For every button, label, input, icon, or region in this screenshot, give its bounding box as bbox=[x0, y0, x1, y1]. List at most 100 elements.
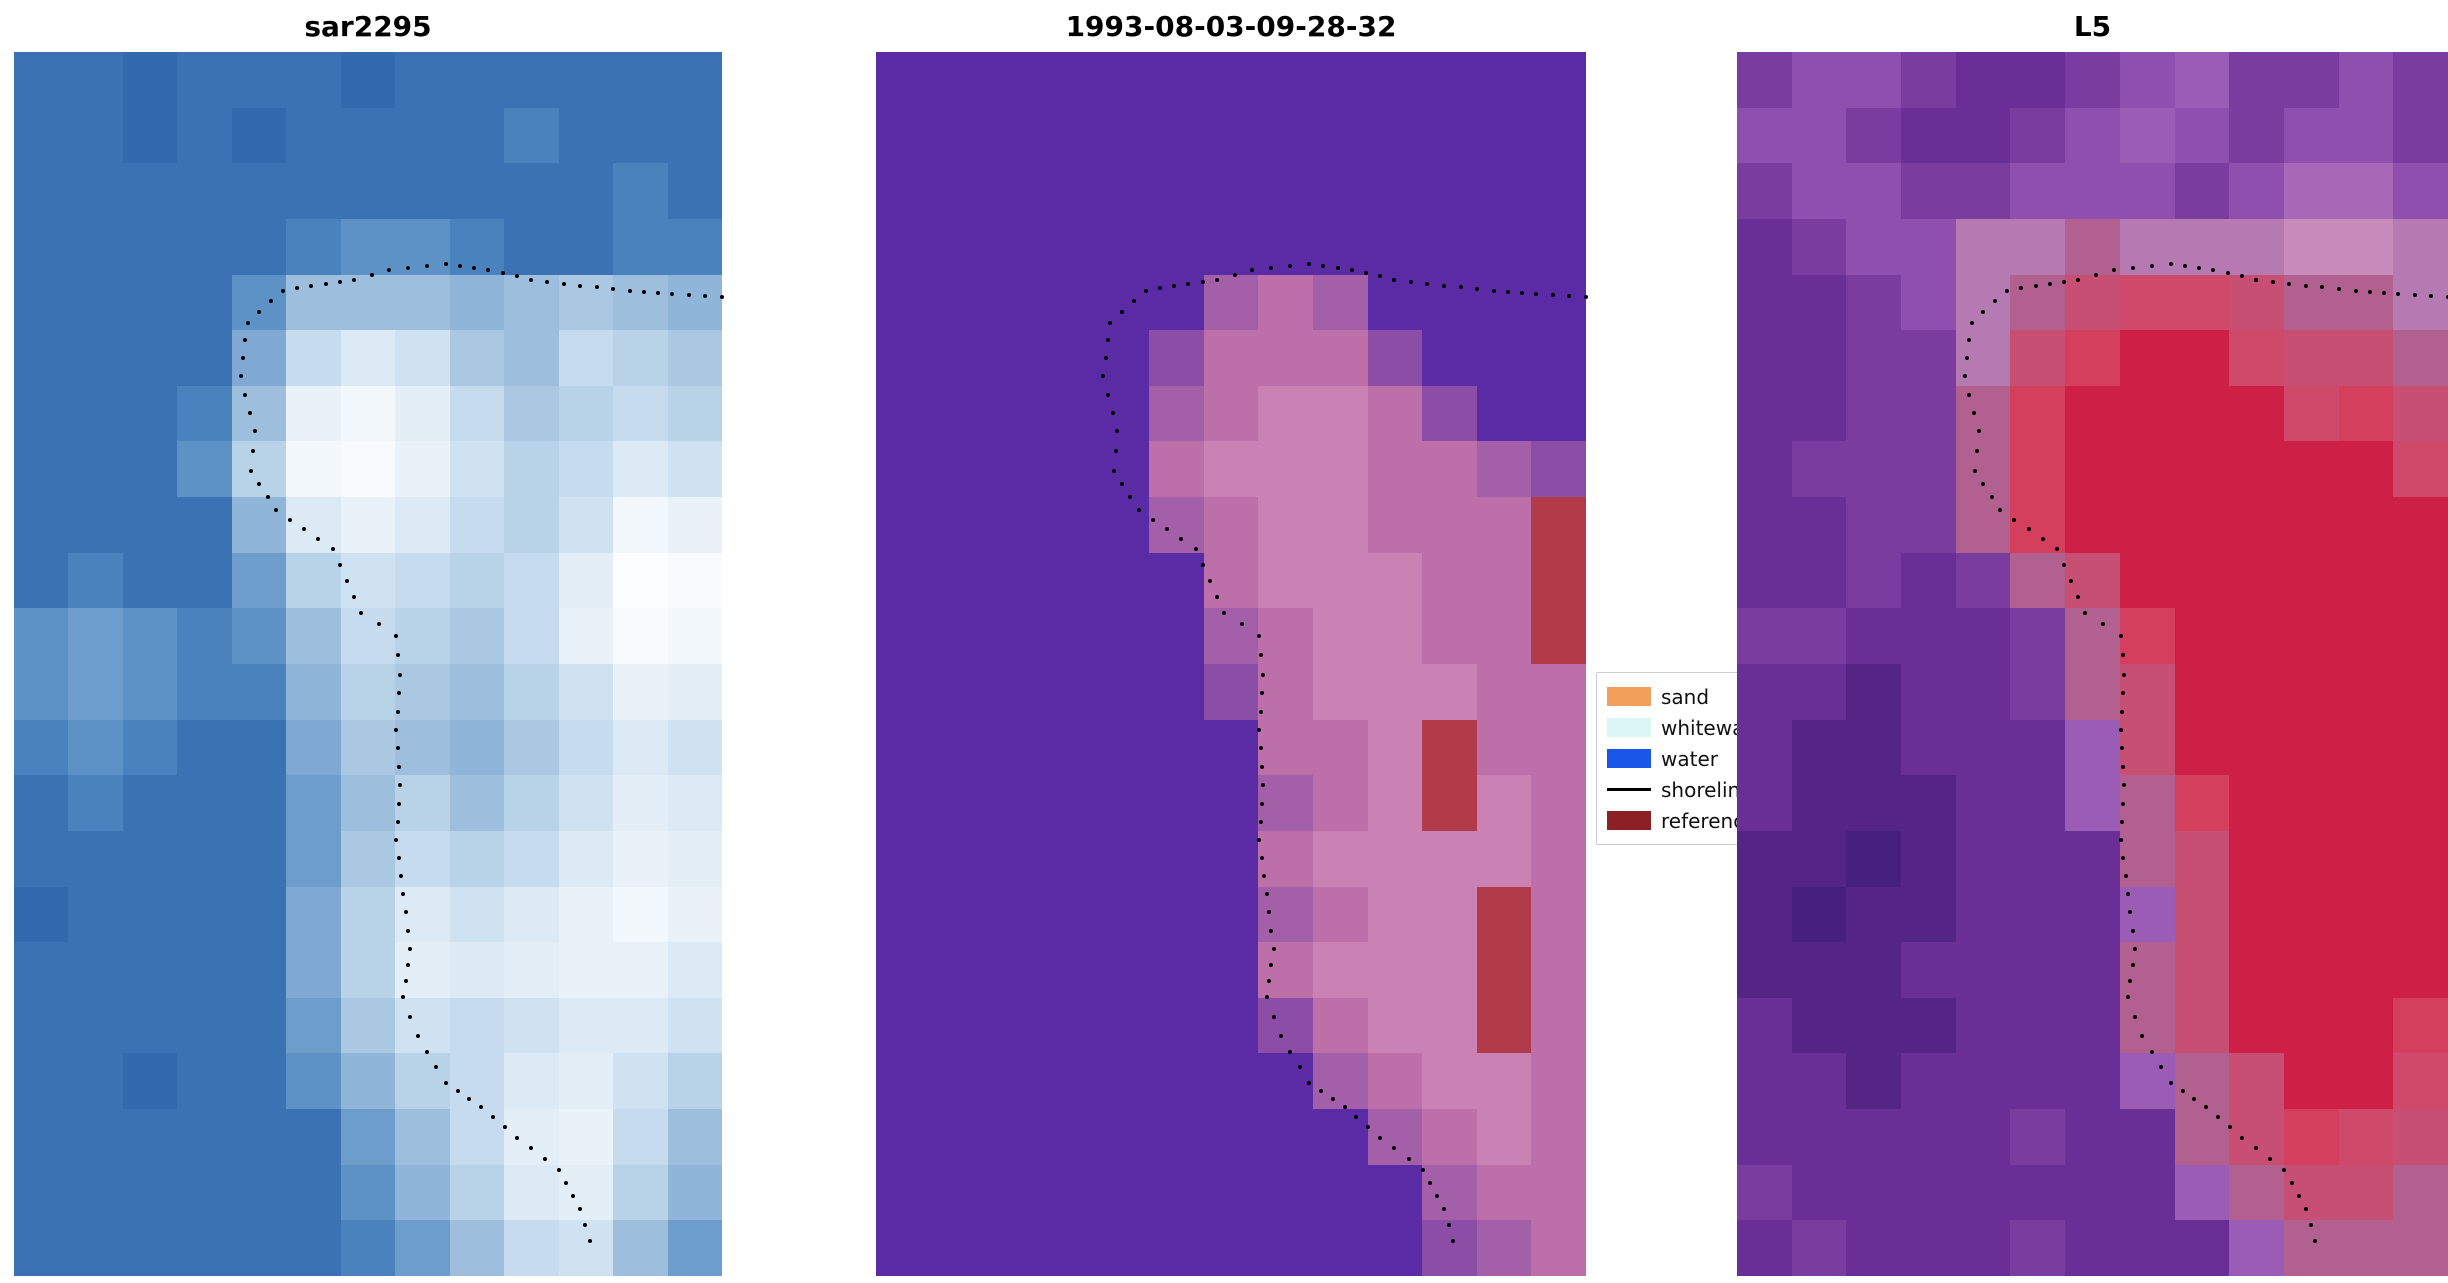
shoreline-dot bbox=[1297, 1065, 1302, 1070]
image-pixel bbox=[2393, 163, 2448, 219]
image-pixel bbox=[613, 830, 668, 887]
image-pixel bbox=[558, 497, 614, 553]
shoreline-dot bbox=[369, 272, 374, 277]
panel-title-l5: L5 bbox=[2073, 10, 2112, 43]
image-pixel bbox=[1531, 608, 1586, 664]
image-pixel bbox=[1737, 719, 1792, 776]
image-pixel bbox=[2283, 441, 2339, 498]
image-pixel bbox=[1039, 107, 1095, 164]
image-pixel bbox=[2010, 608, 2066, 664]
image-pixel bbox=[2338, 441, 2394, 498]
image-pixel bbox=[1094, 1220, 1150, 1276]
image-pixel bbox=[177, 52, 232, 108]
image-pixel bbox=[1312, 274, 1368, 331]
image-pixel bbox=[395, 218, 450, 275]
shoreline-dot bbox=[401, 994, 406, 999]
image-pixel bbox=[340, 552, 396, 609]
image-pixel bbox=[1737, 330, 1792, 386]
image-pixel bbox=[1901, 497, 1956, 553]
image-pixel bbox=[2119, 52, 2175, 108]
shoreline-dot bbox=[543, 1156, 547, 1161]
image-pixel bbox=[1531, 330, 1586, 386]
image-pixel bbox=[1094, 997, 1150, 1054]
shoreline-dot bbox=[1262, 874, 1267, 879]
image-pixel bbox=[504, 330, 559, 386]
image-pixel bbox=[231, 719, 287, 776]
image-pixel bbox=[395, 608, 450, 664]
image-pixel bbox=[1149, 441, 1204, 498]
image-pixel bbox=[2174, 664, 2230, 720]
shoreline-dot bbox=[295, 286, 300, 291]
image-pixel bbox=[930, 330, 986, 386]
image-pixel bbox=[340, 775, 396, 831]
image-pixel bbox=[1203, 552, 1259, 609]
shoreline-dot bbox=[1307, 1080, 1312, 1085]
image-pixel bbox=[667, 497, 722, 553]
image-pixel bbox=[2174, 886, 2230, 943]
shoreline-dot bbox=[1115, 429, 1120, 434]
image-pixel bbox=[122, 1109, 178, 1165]
image-pixel bbox=[1422, 1053, 1477, 1110]
image-pixel bbox=[504, 719, 559, 776]
shoreline-dot bbox=[1354, 1115, 1359, 1120]
image-pixel bbox=[2010, 719, 2066, 776]
image-pixel bbox=[613, 1164, 668, 1221]
image-pixel bbox=[613, 1220, 668, 1276]
image-pixel bbox=[1422, 1220, 1477, 1276]
shoreline-dot bbox=[1258, 709, 1263, 714]
image-pixel bbox=[177, 664, 232, 720]
image-pixel bbox=[930, 775, 986, 831]
image-pixel bbox=[286, 52, 341, 108]
image-pixel bbox=[1901, 330, 1956, 386]
image-pixel bbox=[340, 107, 396, 164]
shoreline-dot bbox=[1335, 265, 1340, 270]
image-pixel bbox=[667, 441, 722, 498]
image-pixel bbox=[930, 1164, 986, 1221]
image-pixel bbox=[395, 552, 450, 609]
image-pixel bbox=[68, 775, 123, 831]
image-pixel bbox=[1258, 330, 1313, 386]
image-pixel bbox=[1039, 1220, 1095, 1276]
shoreline-dot bbox=[396, 856, 401, 861]
image-pixel bbox=[1149, 218, 1204, 275]
image-pixel bbox=[395, 385, 450, 442]
image-pixel bbox=[2010, 274, 2066, 331]
shoreline-dot bbox=[1981, 309, 1986, 314]
image-pixel bbox=[613, 218, 668, 275]
image-pixel bbox=[1791, 1164, 1847, 1221]
shoreline-dot bbox=[2320, 285, 2325, 290]
image-pixel bbox=[1846, 1220, 1902, 1276]
shoreline-dot bbox=[594, 285, 599, 290]
shoreline-dot bbox=[2133, 947, 2138, 952]
image-pixel bbox=[558, 664, 614, 720]
image-pixel bbox=[876, 52, 931, 108]
image-pixel bbox=[1791, 497, 1847, 553]
image-pixel bbox=[1531, 1109, 1586, 1165]
image-pixel bbox=[1258, 274, 1313, 331]
shoreline-dot bbox=[1108, 320, 1113, 325]
image-pixel bbox=[558, 1053, 614, 1110]
image-pixel bbox=[1791, 1053, 1847, 1110]
image-pixel bbox=[2010, 1164, 2066, 1221]
image-pixel bbox=[1258, 997, 1313, 1054]
image-pixel bbox=[231, 52, 287, 108]
image-pixel bbox=[2119, 1053, 2175, 1110]
image-pixel bbox=[1367, 497, 1423, 553]
image-pixel bbox=[1791, 886, 1847, 943]
shoreline-dot bbox=[2182, 263, 2187, 268]
image-pixel bbox=[1955, 497, 2011, 553]
image-pixel bbox=[504, 163, 559, 219]
image-pixel bbox=[1094, 942, 1150, 998]
shoreline-dot bbox=[467, 1096, 472, 1101]
image-pixel bbox=[1422, 942, 1477, 998]
image-pixel bbox=[1846, 274, 1902, 331]
image-pixel bbox=[876, 997, 931, 1054]
image-pixel bbox=[2174, 1164, 2230, 1221]
shoreline-dot bbox=[1427, 1180, 1432, 1185]
image-pixel bbox=[1094, 497, 1150, 553]
image-pixel bbox=[1094, 830, 1150, 887]
image-pixel bbox=[667, 552, 722, 609]
image-pixel bbox=[122, 942, 178, 998]
image-pixel bbox=[1901, 163, 1956, 219]
shoreline-dot bbox=[2133, 1014, 2138, 1019]
